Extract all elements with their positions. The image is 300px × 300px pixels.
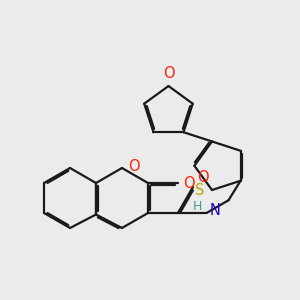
Text: O: O <box>129 159 140 174</box>
Text: S: S <box>195 182 205 197</box>
Text: O: O <box>197 169 209 184</box>
Text: O: O <box>183 176 195 190</box>
Text: N: N <box>209 203 220 218</box>
Text: H: H <box>193 200 202 213</box>
Text: O: O <box>163 66 174 81</box>
